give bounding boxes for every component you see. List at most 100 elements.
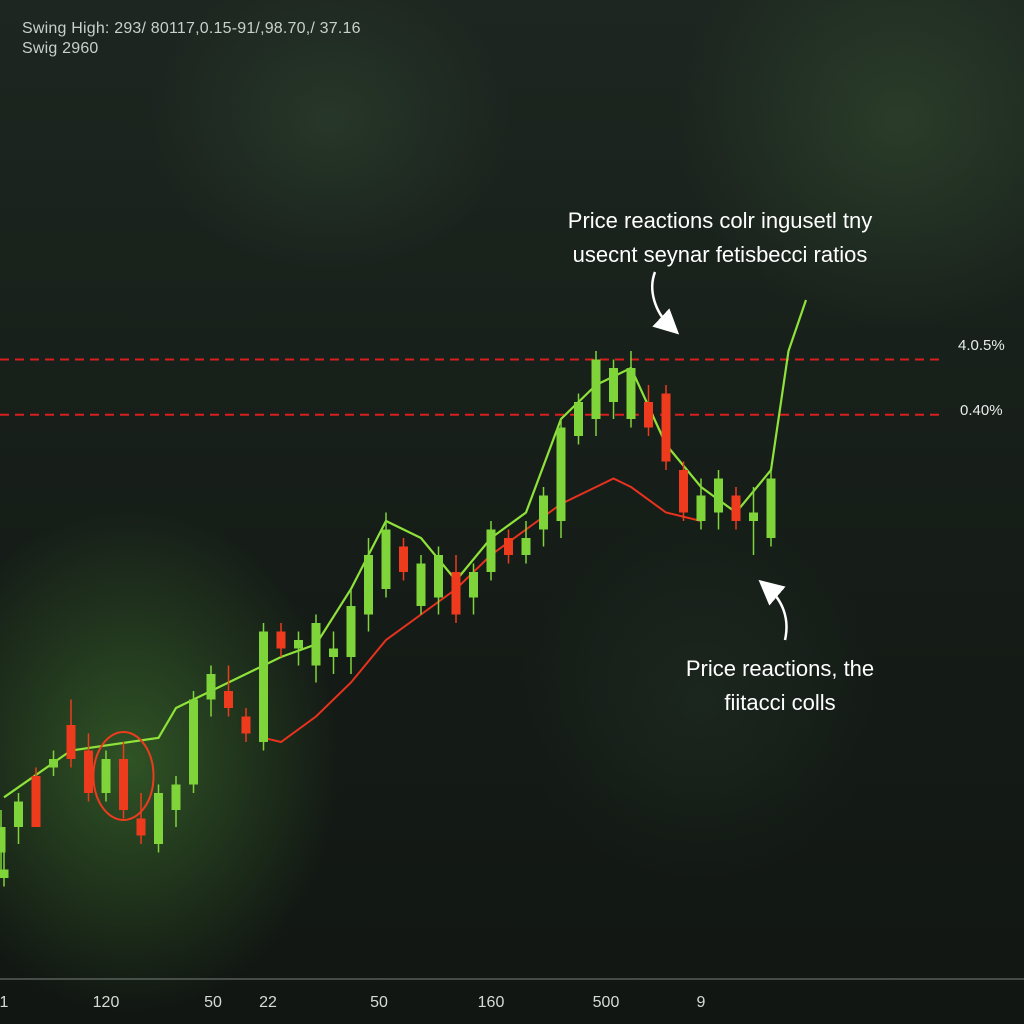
candle-29 [469, 563, 478, 615]
candle-body [101, 759, 111, 793]
annotation-bottom: Price reactions, the fiitacci colls [620, 652, 940, 720]
candle-body [696, 495, 706, 521]
candle-body [84, 750, 93, 793]
candle-body [766, 478, 776, 538]
candle-body [154, 793, 163, 844]
candle-43 [714, 470, 723, 530]
candle-11 [154, 784, 163, 853]
x-tick-label: 22 [259, 994, 277, 1011]
candle-body [486, 529, 496, 572]
candle-body [504, 538, 513, 555]
candle-body [0, 869, 9, 878]
candle-25 [399, 538, 408, 581]
candle-body [609, 368, 618, 402]
candle-8 [101, 750, 111, 802]
candle-23 [364, 538, 373, 632]
candle-body [311, 623, 321, 666]
candle-body [556, 427, 566, 521]
swing-high-readout: Swing High: 293/ 80117,0.15-91/,98.70,/ … [22, 20, 361, 37]
candle-body [591, 359, 601, 419]
x-tick-label: 500 [592, 994, 620, 1011]
candle-41 [679, 461, 688, 521]
candle-38 [626, 351, 636, 428]
candle-31 [504, 529, 513, 564]
annotation-top-line1: Price reactions colr ingusetl tny [567, 208, 873, 233]
candle-body [346, 606, 356, 657]
candle-body [521, 538, 531, 555]
candle-2 [0, 810, 6, 870]
candle-body [679, 470, 688, 513]
candle-body [364, 555, 373, 615]
level-lines [0, 358, 945, 416]
candle-body [224, 691, 233, 708]
candle-19 [294, 631, 303, 666]
annotation-bottom-line2: fiitacci colls [724, 690, 836, 715]
annotation-arrow-top [651, 271, 680, 335]
candle-body [14, 801, 23, 827]
candles [0, 351, 776, 887]
swing-readout: Swig 2960 [22, 40, 99, 57]
candle-body [644, 402, 653, 428]
candle-3 [14, 793, 23, 844]
candle-10 [136, 793, 146, 844]
x-tick-label: 1 [0, 994, 9, 1011]
candle-body [66, 725, 76, 759]
candle-body [119, 759, 128, 810]
candle-36 [591, 351, 601, 436]
candle-body [259, 631, 268, 742]
candle-4 [31, 767, 41, 827]
level-label-upper: 4.0.5% [958, 337, 1005, 354]
candle-body [416, 563, 426, 606]
x-tick-label: 50 [204, 994, 222, 1011]
candle-body [189, 699, 198, 785]
candle-9 [119, 742, 128, 819]
candle-32 [521, 521, 531, 564]
candle-44 [731, 487, 741, 530]
candle-body [626, 368, 636, 419]
annotation-top-line2: usecnt seynar fetisbecci ratios [572, 242, 868, 267]
candle-body [0, 827, 6, 853]
candle-6 [66, 699, 76, 768]
candle-body [451, 572, 461, 615]
candle-45 [749, 487, 758, 555]
candle-34 [556, 419, 566, 538]
candle-body [381, 529, 391, 589]
x-tick-label: 50 [370, 994, 388, 1011]
candle-42 [696, 478, 706, 530]
candle-body [749, 512, 758, 521]
candle-33 [539, 487, 548, 547]
candle-12 [171, 776, 181, 827]
candle-5 [49, 750, 58, 776]
candle-body [539, 495, 548, 530]
candle-27 [434, 546, 443, 615]
level-label-lower: 0.40% [960, 402, 1003, 419]
candle-body [136, 818, 146, 836]
candle-body [731, 495, 741, 521]
candle-body [469, 572, 478, 598]
candle-24 [381, 512, 391, 598]
candle-22 [346, 589, 356, 674]
annotation-marks [92, 271, 788, 821]
annotation-bottom-line1: Price reactions, the [685, 656, 875, 681]
candle-body [241, 716, 251, 734]
x-tick-label: 9 [696, 994, 706, 1011]
candle-20 [311, 614, 321, 683]
candle-26 [416, 555, 426, 615]
candle-body [294, 640, 303, 649]
annotation-arrow-bottom [758, 579, 788, 641]
candle-body [434, 555, 443, 598]
candle-body [31, 776, 41, 827]
x-tick-label: 160 [477, 994, 505, 1011]
candle-body [661, 393, 671, 462]
candle-body [171, 784, 181, 810]
candle-16 [241, 708, 251, 742]
candle-body [399, 546, 408, 572]
highlight-circle [92, 731, 155, 821]
candle-18 [276, 623, 286, 657]
candle-28 [451, 555, 461, 623]
candle-40 [661, 385, 671, 470]
candle-35 [574, 393, 583, 445]
candle-body [329, 648, 338, 657]
